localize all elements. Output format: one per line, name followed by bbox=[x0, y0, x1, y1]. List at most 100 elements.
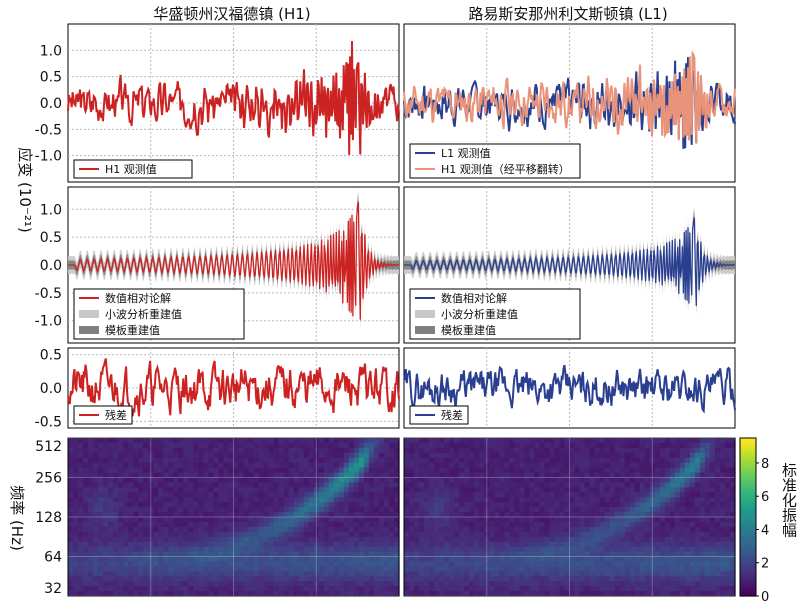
heatmap-cell bbox=[644, 452, 651, 459]
heatmap-cell bbox=[258, 561, 265, 567]
heatmap-cell bbox=[554, 512, 561, 518]
heatmap-cell bbox=[419, 472, 425, 479]
heatmap-cell bbox=[103, 497, 109, 503]
heatmap-cell bbox=[599, 492, 606, 498]
heatmap-cell bbox=[529, 472, 535, 479]
heatmap-cell bbox=[108, 492, 114, 498]
heatmap-cell bbox=[564, 442, 571, 449]
heatmap-cell bbox=[594, 492, 601, 498]
heatmap-cell bbox=[584, 452, 591, 459]
heatmap-cell bbox=[714, 447, 721, 454]
heatmap-cell bbox=[138, 438, 144, 444]
heatmap-cell bbox=[203, 507, 209, 513]
heatmap-cell bbox=[454, 561, 460, 567]
heatmap-cell bbox=[193, 561, 199, 567]
heatmap-cell bbox=[514, 561, 520, 567]
colorbar-cell bbox=[740, 535, 756, 539]
heatmap-cell bbox=[434, 462, 440, 469]
heatmap-cell bbox=[133, 457, 139, 464]
heatmap-cell bbox=[288, 586, 295, 592]
heatmap-cell bbox=[714, 541, 721, 548]
heatmap-cell bbox=[669, 497, 676, 503]
heatmap-cell bbox=[594, 586, 601, 592]
heatmap-cell bbox=[173, 487, 179, 493]
heatmap-cell bbox=[454, 452, 460, 459]
heatmap-cell bbox=[654, 457, 661, 464]
heatmap-cell bbox=[353, 556, 360, 562]
heatmap-cell bbox=[328, 477, 335, 483]
heatmap-cell bbox=[449, 556, 455, 562]
heatmap-cell bbox=[554, 482, 561, 488]
heatmap-cell bbox=[504, 571, 510, 577]
heatmap-cell bbox=[348, 507, 355, 513]
heatmap-cell bbox=[133, 566, 139, 572]
heatmap-cell bbox=[459, 482, 465, 488]
heatmap-cell bbox=[158, 526, 164, 533]
heatmap-cell bbox=[664, 541, 671, 548]
heatmap-cell bbox=[168, 517, 174, 523]
heatmap-cell bbox=[534, 507, 540, 513]
heatmap-cell bbox=[384, 517, 390, 523]
heatmap-cell bbox=[479, 517, 485, 523]
heatmap-cell bbox=[574, 526, 581, 533]
heatmap-cell bbox=[153, 571, 159, 577]
heatmap-cell bbox=[534, 536, 540, 543]
heatmap-cell bbox=[509, 581, 515, 587]
heatmap-cell bbox=[699, 536, 706, 543]
heatmap-cell bbox=[88, 477, 94, 483]
heatmap-cell bbox=[338, 447, 345, 454]
heatmap-cell bbox=[714, 561, 721, 567]
colorbar-cell bbox=[740, 527, 756, 531]
heatmap-cell bbox=[569, 438, 576, 444]
heatmap-cell bbox=[479, 571, 485, 577]
heatmap-cell bbox=[93, 477, 99, 483]
heatmap-cell bbox=[409, 521, 415, 528]
heatmap-cell bbox=[714, 472, 721, 479]
heatmap-cell bbox=[118, 536, 124, 543]
heatmap-cell bbox=[679, 452, 686, 459]
heatmap-cell bbox=[389, 492, 395, 498]
heatmap-cell bbox=[373, 541, 380, 548]
heatmap-cell bbox=[263, 447, 270, 454]
heatmap-cell bbox=[168, 447, 174, 454]
heatmap-cell bbox=[574, 571, 581, 577]
heatmap-cell bbox=[694, 566, 701, 572]
heatmap-cell bbox=[208, 438, 214, 444]
heatmap-cell bbox=[494, 482, 500, 488]
heatmap-cell bbox=[148, 536, 154, 543]
heatmap-cell bbox=[268, 591, 275, 597]
heatmap-cell bbox=[233, 521, 240, 528]
heatmap-cell bbox=[373, 566, 380, 572]
heatmap-cell bbox=[173, 521, 179, 528]
heatmap-cell bbox=[509, 442, 515, 449]
heatmap-cell bbox=[539, 472, 545, 479]
heatmap-cell bbox=[223, 571, 230, 577]
heatmap-cell bbox=[353, 541, 360, 548]
heatmap-cell bbox=[544, 497, 550, 503]
heatmap-cell bbox=[639, 472, 646, 479]
heatmap-cell bbox=[98, 576, 104, 582]
heatmap-cell bbox=[664, 447, 671, 454]
heatmap-cell bbox=[599, 457, 606, 464]
heatmap-cell bbox=[529, 586, 535, 592]
heatmap-cell bbox=[604, 536, 611, 543]
heatmap-cell bbox=[554, 521, 561, 528]
heatmap-cell bbox=[78, 561, 84, 567]
heatmap-cell bbox=[534, 576, 540, 582]
heatmap-cell bbox=[263, 442, 270, 449]
heatmap-cell bbox=[203, 517, 209, 523]
heatmap-cell bbox=[604, 502, 611, 508]
heatmap-cell bbox=[499, 477, 505, 483]
heatmap-cell bbox=[103, 502, 109, 508]
heatmap-cell bbox=[158, 521, 164, 528]
heatmap-cell bbox=[720, 586, 726, 592]
heatmap-cell bbox=[589, 581, 596, 587]
heatmap-cell bbox=[704, 467, 711, 474]
heatmap-cell bbox=[343, 561, 350, 567]
heatmap-cell bbox=[414, 536, 420, 543]
heatmap-cell bbox=[358, 512, 365, 518]
heatmap-cell bbox=[108, 517, 114, 523]
heatmap-cell bbox=[659, 472, 666, 479]
heatmap-cell bbox=[113, 487, 119, 493]
heatmap-cell bbox=[629, 452, 636, 459]
